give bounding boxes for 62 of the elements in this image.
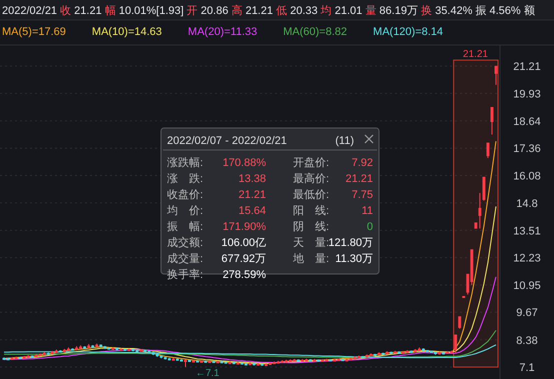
line-series	[4, 330, 496, 358]
annotation: 7.75	[352, 189, 373, 201]
y-tick-label: 7.1	[519, 362, 535, 374]
annotation: 均 价:	[166, 205, 204, 217]
line-series	[4, 344, 496, 358]
candlestick	[478, 192, 482, 229]
annotation: 换手率:	[167, 268, 204, 281]
y-tick-label: 16.08	[513, 170, 541, 183]
annotation: 成交量:	[167, 252, 204, 265]
annotation: 121.80万	[328, 237, 373, 249]
y-tick-label: 12.23	[513, 252, 541, 265]
annotation: 振 幅:	[167, 221, 204, 233]
annotation: ←7.1	[195, 368, 220, 379]
y-tick-label: 14.8	[516, 198, 538, 210]
candlestick	[486, 142, 490, 159]
y-tick-label: 10.95	[513, 280, 541, 292]
annotation: 21.21	[462, 49, 488, 60]
annotation: 成交额:	[167, 236, 204, 249]
annotation: 收盘价:	[167, 189, 204, 201]
annotation: (11)	[335, 135, 354, 147]
text: MA(60)=8.82	[283, 26, 348, 38]
annotation: 171.90%	[222, 221, 266, 233]
text: MA(5)=17.69	[2, 26, 66, 38]
annotation: 13.38	[238, 173, 266, 185]
annotation: 278.59%	[222, 269, 266, 281]
candlestick	[454, 334, 458, 354]
annotation: 21.21	[345, 173, 373, 185]
text: MA(10)=14.63	[92, 26, 162, 38]
candlestick	[458, 316, 462, 330]
annotation: 677.92万	[221, 253, 266, 265]
text: MA(120)=8.14	[373, 26, 444, 38]
y-tick-label: 17.36	[513, 143, 541, 156]
annotation: 21.21	[238, 189, 266, 201]
annotation: 开盘价:	[293, 157, 330, 169]
y-tick-label: 19.93	[513, 88, 541, 100]
line-series	[4, 206, 496, 364]
annotation: 阴 线:	[293, 220, 330, 233]
annotation: 0	[366, 221, 373, 233]
candlestick	[482, 176, 486, 202]
annotation: 涨 跌:	[167, 173, 204, 185]
annotation: 106.00亿	[221, 237, 266, 249]
candlestick	[490, 106, 494, 136]
y-tick-label: 18.64	[513, 116, 541, 128]
annotation: 地 量:	[292, 252, 330, 265]
annotation: 7.92	[352, 157, 373, 169]
annotation: 15.64	[238, 205, 266, 217]
text: MA(20)=11.33	[188, 26, 258, 38]
annotation: 2022/02/07 - 2022/02/21	[167, 135, 287, 147]
annotation: 涨跌幅:	[167, 157, 204, 169]
y-tick-label: 9.67	[516, 307, 538, 320]
annotation: 天 量:	[293, 237, 330, 249]
y-tick-label: 13.51	[513, 225, 541, 238]
annotation: 11	[362, 205, 373, 217]
candlestick	[494, 66, 498, 86]
annotation: 最高价:	[293, 172, 330, 185]
annotation: 11.30万	[335, 253, 373, 265]
chart-title: 2022/02/21 收 21.21 幅 10.01%[1.93] 开 20.86 高 21.21 低 20.33 均 21.01 量 86.19万 换 35.42% 振 4.56% 额	[2, 5, 535, 17]
annotation: 170.88%	[222, 157, 266, 169]
annotation: 最低价:	[293, 189, 330, 201]
y-tick-label: 8.38	[516, 334, 538, 347]
annotation: 阳 线:	[293, 204, 330, 217]
y-tick-label: 21.21	[513, 61, 541, 74]
